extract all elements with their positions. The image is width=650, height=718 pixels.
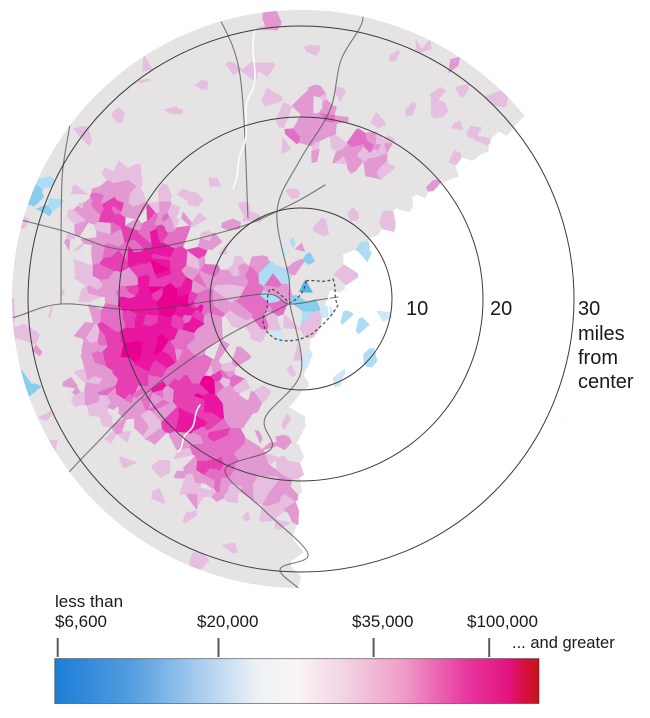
svg-text:$20,000: $20,000 [197,612,258,631]
svg-text:$35,000: $35,000 [352,612,413,631]
svg-text:30: 30 [578,298,600,320]
svg-text:10: 10 [406,298,428,320]
svg-text:center: center [578,371,634,393]
svg-text:$6,600: $6,600 [55,612,107,631]
svg-text:$100,000: $100,000 [467,612,538,631]
svg-text:20: 20 [490,298,512,320]
svg-text:less than: less than [55,592,123,611]
svg-text:... and greater: ... and greater [512,634,615,652]
svg-text:miles: miles [578,323,625,345]
svg-text:from: from [578,347,618,369]
